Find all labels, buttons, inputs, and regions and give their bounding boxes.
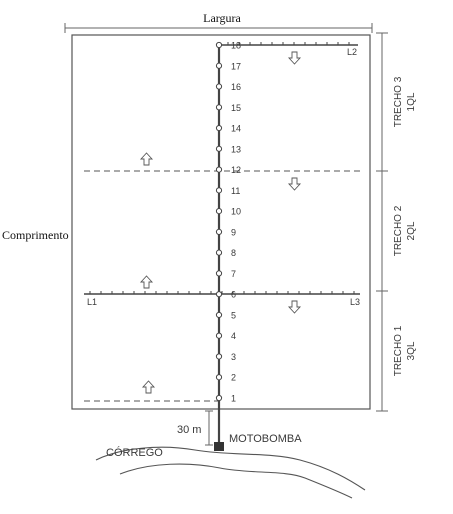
valve-marker	[215, 394, 223, 402]
valve-marker	[215, 145, 223, 152]
l3-label: L3	[350, 297, 360, 307]
stretch-2-label: TRECHO 2 2QL	[393, 205, 417, 256]
valve-marker	[215, 311, 223, 319]
stretch-3-label: TRECHO 3 1QL	[393, 76, 417, 127]
valve-number: 18	[231, 41, 241, 51]
pump-label: MOTOBOMBA	[229, 433, 302, 445]
valve-marker	[215, 374, 223, 381]
valve-marker	[215, 228, 223, 235]
valve-number: 16	[231, 82, 241, 92]
lateral-l1-l3: L1 L3	[84, 291, 360, 307]
valve-number: 5	[231, 310, 236, 320]
valve-marker	[215, 166, 223, 173]
valve-number: 15	[231, 103, 241, 113]
stretch-dimension	[376, 32, 388, 412]
width-label: Largura	[203, 11, 241, 25]
valve-number: 8	[231, 248, 236, 258]
arrow-down-icon	[287, 51, 302, 65]
valve-number: 1	[231, 394, 236, 404]
stream-label: CÓRREGO	[106, 446, 163, 459]
valve-number: 11	[231, 186, 240, 196]
valve-marker	[215, 353, 223, 360]
valve-marker	[215, 332, 223, 339]
valve-marker	[215, 270, 223, 277]
valve-number: 3	[231, 352, 236, 362]
arrow-down-icon	[287, 300, 302, 314]
valve-number: 6	[231, 290, 236, 300]
valve-number: 17	[231, 61, 241, 71]
width-dimension: Largura	[64, 11, 373, 33]
valve-number: 10	[231, 207, 241, 217]
valve-marker	[215, 104, 223, 111]
valve-marker	[215, 41, 223, 49]
valve-number: 2	[231, 373, 236, 383]
valve-marker	[215, 83, 223, 90]
l2-label: L2	[347, 47, 357, 57]
stream	[95, 446, 366, 499]
flow-arrows	[139, 51, 302, 394]
valve-number: 13	[231, 144, 241, 154]
valve-marker	[215, 124, 223, 132]
valve-marker	[215, 291, 223, 298]
valve-marker	[215, 249, 223, 256]
valve-number: 14	[231, 124, 241, 134]
valve-number: 9	[231, 227, 236, 237]
stretch-3-flow: 1QL	[406, 92, 417, 111]
valve-number: 7	[231, 269, 236, 279]
valve-marker	[215, 62, 223, 69]
valve-marker	[215, 208, 223, 215]
length-label: Comprimento	[2, 228, 69, 242]
arrow-up-icon	[139, 275, 154, 289]
lateral-l2: L2	[219, 42, 358, 57]
pump-icon	[214, 442, 224, 451]
stretch-1-label: TRECHO 1 3QL	[393, 325, 417, 376]
distance-dimension: 30 m	[177, 410, 213, 446]
stretch-1-name: TRECHO 1	[393, 325, 404, 376]
stretch-2-name: TRECHO 2	[393, 205, 404, 256]
distance-label: 30 m	[177, 424, 201, 436]
stretch-1-flow: 3QL	[406, 341, 417, 360]
l1-label: L1	[87, 297, 97, 307]
valve-number: 12	[231, 165, 241, 175]
arrow-up-icon	[141, 380, 156, 394]
arrow-up-icon	[139, 152, 154, 166]
arrow-down-icon	[287, 177, 302, 191]
field-boundary	[71, 34, 371, 410]
stretch-2-flow: 2QL	[406, 221, 417, 240]
stretch-3-name: TRECHO 3	[393, 76, 404, 127]
valve-marker	[215, 187, 223, 194]
valve-number: 4	[231, 331, 236, 341]
